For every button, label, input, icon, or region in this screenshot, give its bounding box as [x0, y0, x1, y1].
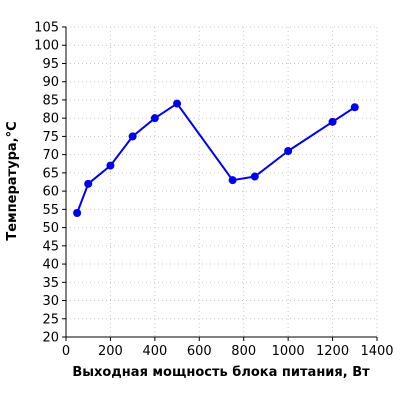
series-line — [76, 102, 356, 214]
y-tick-label: 95 — [42, 57, 59, 72]
y-tick-label: 75 — [42, 130, 59, 145]
data-point — [84, 179, 93, 188]
y-tick-label: 40 — [42, 258, 59, 273]
data-point — [106, 161, 115, 170]
y-tick-label: 35 — [42, 276, 59, 291]
x-tick-label: 200 — [98, 344, 123, 359]
data-point — [228, 176, 237, 185]
x-tick-label: 0 — [62, 344, 70, 359]
x-tick-label: 800 — [231, 344, 256, 359]
data-point — [328, 117, 337, 126]
ticks: 0 200 400 600 800 1000 1200 1400 20 25 30 35 40 45 50 5… — [34, 21, 393, 360]
y-tick-label: 25 — [42, 312, 59, 327]
y-tick-label: 45 — [42, 239, 59, 254]
y-tick-label: 85 — [42, 93, 59, 108]
x-tick-label: 400 — [142, 344, 167, 359]
x-tick-label: 1400 — [360, 344, 393, 359]
x-tick-label: 600 — [187, 344, 212, 359]
y-tick-label: 20 — [42, 331, 59, 346]
y-tick-label: 90 — [42, 75, 59, 90]
grid — [66, 26, 378, 337]
y-tick-label: 70 — [42, 148, 59, 163]
data-point — [284, 147, 293, 155]
y-tick-label: 105 — [34, 21, 59, 36]
axes — [65, 27, 377, 338]
data-point — [73, 209, 82, 217]
data-point — [150, 114, 159, 123]
data-point — [128, 132, 137, 141]
y-tick-label: 100 — [34, 39, 59, 54]
x-tick-label: 1000 — [272, 344, 305, 359]
series — [73, 99, 359, 217]
data-point — [250, 172, 259, 181]
x-tick-label: 1200 — [316, 344, 349, 359]
y-tick-label: 80 — [42, 112, 59, 127]
data-point — [350, 103, 359, 112]
y-tick-label: 30 — [42, 294, 59, 309]
y-tick-label: 60 — [42, 185, 59, 200]
y-tick-label: 55 — [42, 203, 59, 218]
x-axis-title: Выходная мощность блока питания, Вт — [72, 365, 370, 380]
y-axis-title: Температура,°C — [5, 121, 20, 240]
data-point — [173, 99, 182, 108]
y-tick-label: 65 — [42, 166, 59, 181]
y-tick-label: 50 — [42, 221, 59, 236]
